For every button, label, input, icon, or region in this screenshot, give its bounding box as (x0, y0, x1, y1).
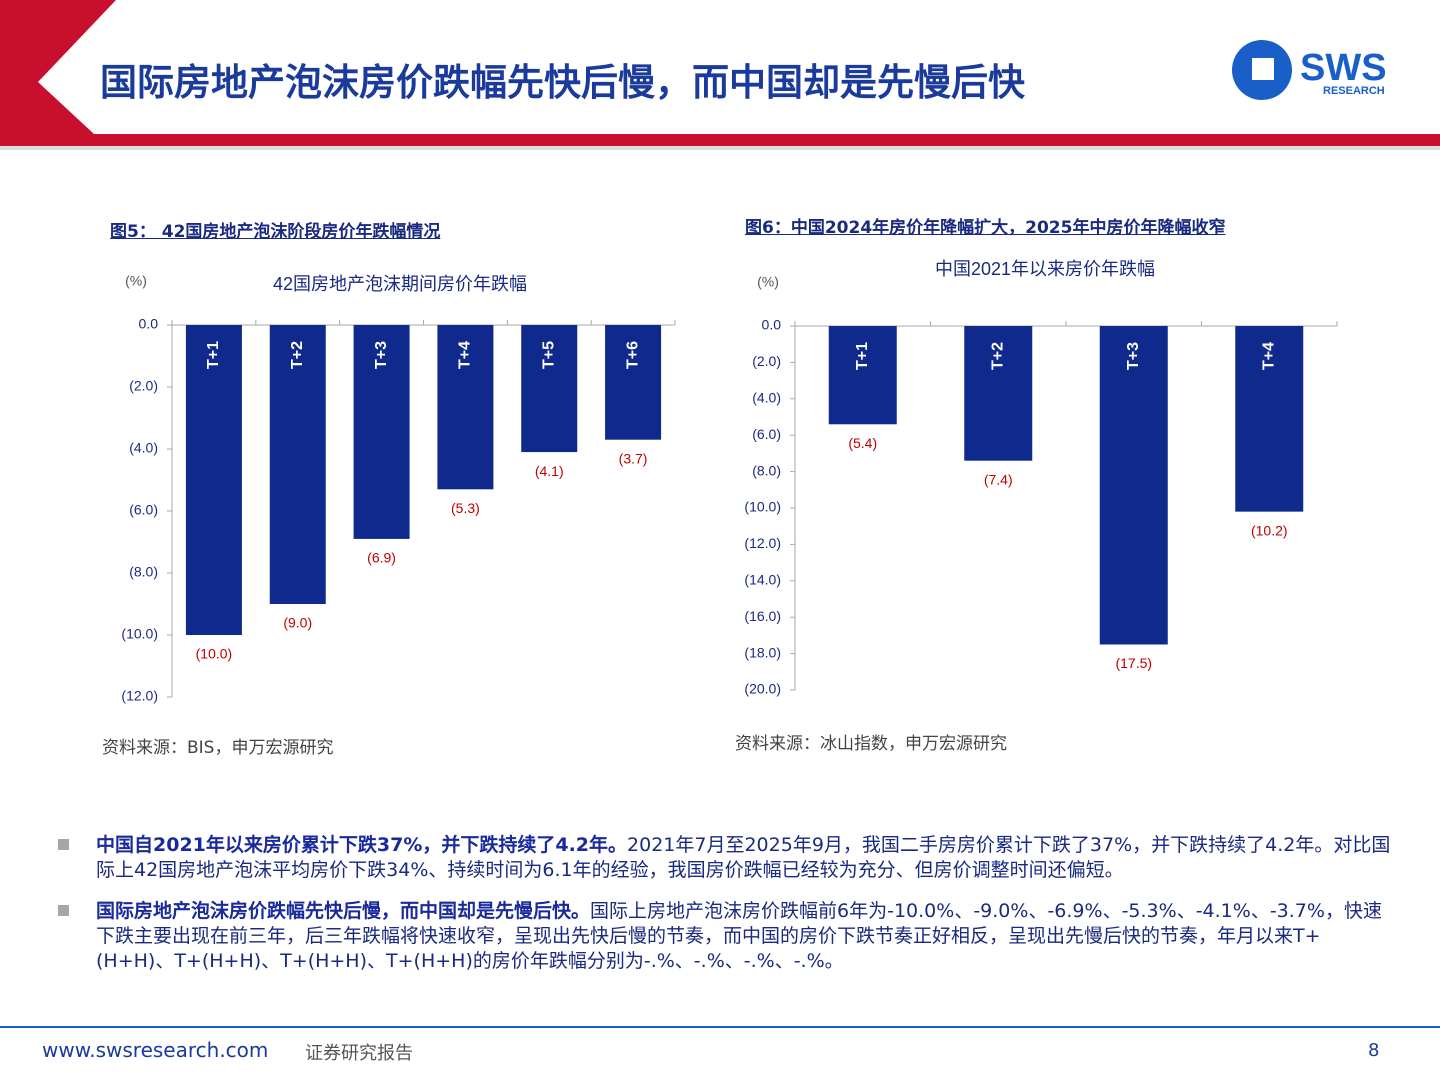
figure-caption: 图6：中国2024年房价年降幅扩大，2025年中房价年降幅收窄 (745, 218, 1226, 238)
category-label: T+1 (854, 342, 871, 370)
chart: 中国2021年以来房价年跌幅 (%) 0.0 (2.0) (4.0) (6.0) (8.0)… (744, 259, 1338, 697)
bullet-lead: 中国自2021年以来房价累计下跌37%，并下跌持续了4.2年。 (96, 834, 628, 856)
value-label: (6.9) (367, 550, 396, 566)
header-shadow (0, 146, 1440, 150)
y-tick-label: (10.0) (121, 626, 158, 642)
logo-name: SWS (1300, 47, 1387, 89)
footer-rule (0, 1026, 1440, 1028)
bar (437, 325, 494, 490)
category-label: T+3 (373, 341, 390, 369)
footer-url: www.swsresearch.com (42, 1038, 269, 1062)
value-label: (5.4) (848, 435, 877, 451)
chart-source: 资料来源：BIS，申万宏源研究 (102, 738, 334, 758)
value-label: (5.3) (451, 500, 480, 516)
value-label: (17.5) (1115, 655, 1152, 671)
category-label: T+6 (624, 341, 641, 369)
bar (353, 325, 410, 539)
value-label: (10.0) (196, 646, 233, 662)
bar (185, 325, 242, 635)
y-tick-label: (8.0) (752, 462, 781, 478)
bar (1099, 326, 1168, 645)
value-label: (9.0) (283, 615, 312, 631)
logo-icon-inner (1252, 58, 1274, 80)
bar (828, 326, 897, 425)
y-tick-label: (6.0) (129, 502, 158, 518)
category-label: T+2 (289, 341, 306, 369)
y-unit: (%) (125, 273, 147, 289)
value-label: (7.4) (984, 471, 1013, 487)
y-tick-label: (2.0) (129, 378, 158, 394)
y-tick-label: (14.0) (744, 572, 781, 588)
category-label: T+4 (1260, 342, 1277, 370)
chart: 42国房地产泡沫期间房价年跌幅 (%) 0.0 (2.0) (4.0) (6.0) (8.0… (121, 273, 676, 704)
y-tick-label: (12.0) (121, 688, 158, 704)
bullet-text: 2021年7月至2025年9月，我国二手房房价累计下跌了37%，并下跌持续了4.… (96, 834, 1391, 881)
y-tick-label: (12.0) (744, 535, 781, 551)
category-label: T+3 (1125, 342, 1142, 370)
category-label: T+5 (540, 341, 557, 369)
footer-type: 证券研究报告 (305, 1043, 413, 1064)
bullet: 中国自2021年以来房价累计下跌37%，并下跌持续了4.2年。2021年7月至2… (58, 833, 1398, 883)
page-title: 国际房地产泡沫房价跌幅先快后慢，而中国却是先慢后快 (100, 61, 1025, 104)
value-label: (4.1) (535, 463, 564, 479)
y-tick-label: (16.0) (744, 608, 781, 624)
category-label: T+1 (205, 341, 222, 369)
y-tick-label: (18.0) (744, 644, 781, 660)
y-tick-label: (6.0) (752, 426, 781, 442)
y-tick-label: (20.0) (744, 681, 781, 697)
y-tick-label: 0.0 (139, 316, 159, 332)
category-label: T+4 (457, 341, 474, 369)
y-tick-label: (10.0) (744, 499, 781, 515)
chart-title: 42国房地产泡沫期间房价年跌幅 (273, 274, 527, 294)
logo-sub: RESEARCH (1323, 85, 1385, 97)
bullet-text: 国际上房地产泡沫房价跌幅前6年为-10.0%、-9.0%、-6.9%、-5.3%… (96, 900, 1382, 972)
bullet: 国际房地产泡沫房价跌幅先快后慢，而中国却是先慢后快。国际上房地产泡沫房价跌幅前6… (58, 899, 1398, 974)
y-unit: (%) (757, 274, 779, 290)
bullet-lead: 国际房地产泡沫房价跌幅先快后慢，而中国却是先慢后快。 (96, 900, 591, 922)
value-label: (10.2) (1251, 522, 1288, 538)
y-tick-label: 0.0 (762, 317, 782, 333)
bar (269, 325, 326, 604)
page-number: 8 (1368, 1040, 1380, 1061)
chart-source: 资料来源：冰山指数，申万宏源研究 (735, 734, 1007, 754)
y-tick-label: (4.0) (129, 440, 158, 456)
bar (964, 326, 1033, 461)
category-label: T+2 (989, 342, 1006, 370)
y-tick-label: (4.0) (752, 390, 781, 406)
bar (605, 325, 662, 440)
bar (521, 325, 578, 453)
header-decor: SWS RESEARCH (0, 0, 1440, 150)
y-tick-label: (2.0) (752, 353, 781, 369)
chart-title: 中国2021年以来房价年跌幅 (935, 259, 1155, 279)
bar (1235, 326, 1304, 512)
value-label: (3.7) (619, 450, 648, 466)
figure-caption: 图5： 42国房地产泡沫阶段房价年跌幅情况 (110, 222, 441, 242)
y-tick-label: (8.0) (129, 564, 158, 580)
